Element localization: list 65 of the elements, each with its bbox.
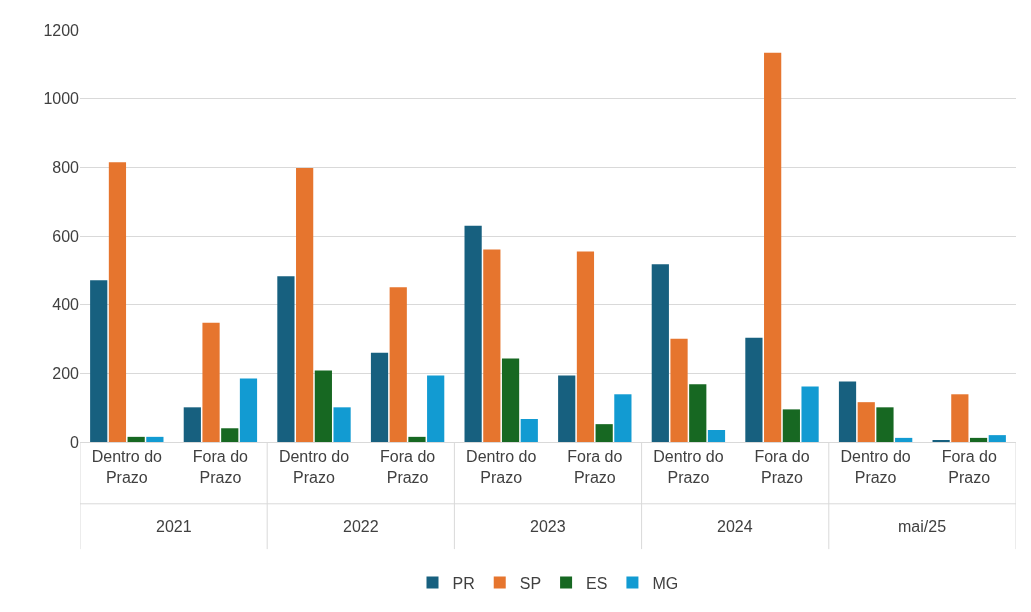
bar — [782, 409, 800, 442]
bar — [408, 436, 426, 442]
text: 2024 — [717, 518, 753, 535]
text: 2021 — [156, 518, 192, 535]
bar — [707, 429, 726, 442]
x-tick-label: Dentro do Prazo — [278, 448, 350, 486]
bar — [670, 338, 688, 442]
bar — [333, 407, 351, 442]
bar — [389, 287, 407, 442]
legend-label: PR — [452, 574, 475, 592]
legend-label: MG — [652, 574, 679, 592]
bar — [277, 276, 295, 442]
y-tick-label: 0 — [70, 433, 80, 451]
bar — [183, 407, 201, 442]
bar — [296, 168, 314, 442]
text: 2022 — [343, 518, 379, 535]
bar — [838, 381, 857, 442]
x-tick-label: Dentro do Prazo — [91, 448, 163, 486]
bar — [202, 322, 220, 442]
x-tick-label: Fora do Prazo — [567, 448, 623, 486]
bar — [108, 162, 127, 442]
bar — [239, 378, 258, 442]
x-tick-label: Fora do Prazo — [192, 448, 249, 486]
bar — [969, 437, 988, 442]
bar — [221, 428, 239, 442]
x-tick-label: Fora do Prazo — [754, 448, 810, 486]
y-tick-label: 600 — [52, 227, 80, 245]
bar — [745, 337, 763, 442]
bar — [314, 370, 332, 442]
bar — [483, 249, 501, 442]
y-tick-label: 200 — [52, 364, 80, 382]
bar — [464, 225, 482, 442]
bar — [501, 358, 520, 442]
bar — [127, 436, 145, 442]
y-tick-label: 800 — [52, 158, 80, 176]
bar — [520, 419, 538, 442]
text: 2023 — [530, 518, 566, 535]
legend-label: ES — [586, 574, 608, 592]
y-tick-label: 1200 — [43, 21, 80, 39]
y-tick-label: 1000 — [43, 90, 80, 108]
bar — [988, 435, 1006, 442]
x-tick-label: Fora do Prazo — [380, 448, 436, 486]
bar — [614, 394, 632, 442]
x-tick-label: Dentro do Prazo — [466, 448, 537, 486]
bar — [876, 407, 894, 442]
legend-label: SP — [519, 574, 542, 592]
bar — [90, 280, 108, 442]
bar — [146, 436, 164, 442]
bar — [558, 375, 576, 442]
text: mai/25 — [898, 518, 947, 535]
bar — [651, 264, 669, 442]
bar — [370, 352, 389, 442]
x-tick-label: Fora do Prazo — [941, 448, 997, 486]
bar — [427, 375, 445, 442]
bar — [801, 386, 819, 442]
bar — [576, 251, 595, 442]
bar — [951, 394, 969, 442]
bar — [689, 384, 707, 442]
x-tick-label: Dentro do Prazo — [840, 448, 911, 486]
bar — [764, 52, 782, 442]
x-tick-label: Dentro do Prazo — [653, 448, 724, 486]
bar — [857, 402, 875, 442]
y-tick-label: 400 — [52, 296, 80, 314]
bar — [895, 437, 913, 442]
bar — [595, 424, 613, 442]
